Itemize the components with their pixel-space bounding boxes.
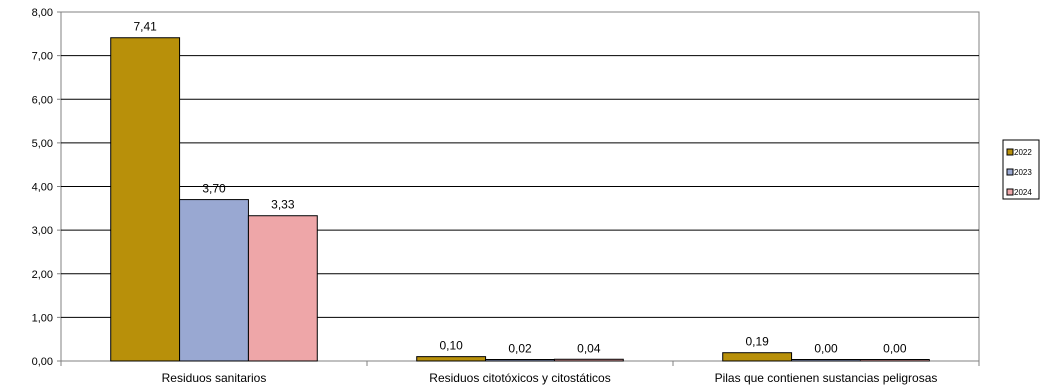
data-label-2024: 3,33 [271, 198, 295, 212]
data-label-2022: 0,10 [439, 339, 463, 353]
y-tick-label: 6,00 [32, 94, 53, 106]
y-tick-label: 4,00 [32, 182, 53, 194]
y-tick-label: 7,00 [32, 51, 53, 63]
bar-2022 [110, 37, 181, 362]
y-tick-label: 2,00 [32, 269, 53, 281]
bar-2023 [485, 359, 555, 362]
y-tick-label: 0,00 [32, 356, 53, 368]
data-label-2024: 0,00 [883, 342, 907, 356]
bar-2024 [553, 358, 624, 362]
legend-swatch-2024 [1006, 188, 1014, 196]
legend-label-2023: 2023 [1014, 168, 1032, 177]
bar-2024 [247, 215, 318, 362]
bar-2023 [179, 199, 249, 362]
data-label-2024: 0,04 [577, 341, 601, 355]
y-tick-label: 5,00 [32, 138, 53, 150]
y-tick-label: 1,00 [32, 312, 53, 324]
category-label: Residuos citotóxicos y citostáticos [429, 371, 610, 385]
x-axis-category-labels: Residuos sanitarios Residuos citotóxicos … [162, 371, 938, 385]
data-labels: 7,41 3,70 3,33 0,10 0,02 0,04 0,19 0,00 0,00 [133, 20, 906, 356]
legend-swatch-2023 [1006, 168, 1014, 176]
bar-2024 [859, 359, 930, 362]
legend-label-2024: 2024 [1014, 188, 1032, 197]
legend-swatch-2022 [1006, 148, 1014, 156]
legend: 2022 2023 2024 [1002, 139, 1040, 200]
bars [110, 37, 930, 362]
y-axis-tick-labels: 0,00 1,00 2,00 3,00 4,00 5,00 6,00 7,00 8,00 [32, 7, 53, 368]
data-label-2022: 7,41 [133, 20, 157, 34]
bar-2023 [791, 359, 861, 362]
data-label-2023: 3,70 [202, 182, 226, 196]
bar-2022 [416, 356, 487, 362]
legend-label-2022: 2022 [1014, 148, 1032, 157]
data-label-2023: 0,00 [814, 342, 838, 356]
y-tick-label: 3,00 [32, 225, 53, 237]
y-tick-label: 8,00 [32, 7, 53, 19]
data-label-2022: 0,19 [745, 335, 769, 349]
category-label: Pilas que contienen sustancias peligrosa… [715, 371, 938, 385]
category-label: Residuos sanitarios [162, 371, 267, 385]
data-label-2023: 0,02 [508, 342, 532, 356]
bar-2022 [722, 352, 793, 362]
